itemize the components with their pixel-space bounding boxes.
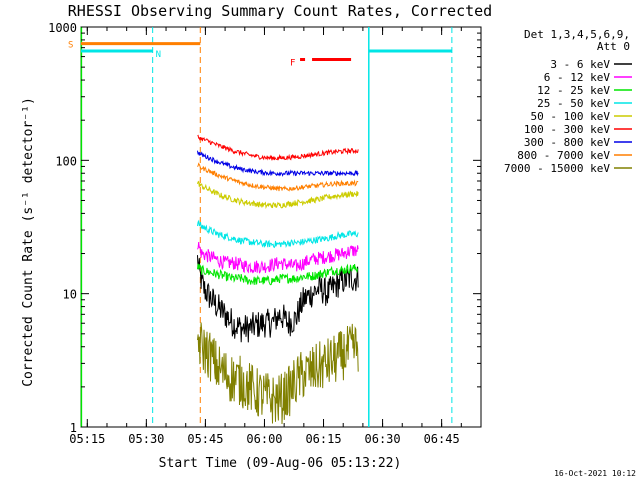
legend-label-4: 50 - 100 keV	[531, 110, 611, 123]
y-tick-label-2: 100	[55, 154, 77, 168]
series-line-6	[197, 150, 359, 177]
x-tick-label-1: 05:30	[128, 432, 164, 446]
series-line-7	[197, 162, 359, 192]
legend-label-8: 7000 - 15000 keV	[504, 162, 610, 175]
legend-label-1: 6 - 12 keV	[544, 71, 611, 84]
state-label-N: N	[156, 50, 161, 60]
legend-label-7: 800 - 7000 keV	[517, 149, 610, 162]
series-line-1	[197, 241, 359, 274]
series-line-8	[197, 322, 359, 425]
state-label-F: F	[290, 59, 295, 69]
legend-label-0: 3 - 6 keV	[550, 58, 610, 71]
x-tick-label-4: 06:15	[305, 432, 341, 446]
x-tick-label-2: 05:45	[187, 432, 223, 446]
legend-label-6: 300 - 800 keV	[524, 136, 610, 149]
chart-title: RHESSI Observing Summary Count Rates, Co…	[68, 2, 492, 20]
series-line-3	[197, 219, 359, 249]
y-tick-label-1: 10	[63, 288, 77, 302]
footer-date: 16-Oct-2021 10:12	[554, 469, 636, 478]
legend-label-5: 100 - 300 keV	[524, 123, 610, 136]
legend-header-0: Det 1,3,4,5,6,9,	[524, 28, 630, 41]
series-line-2	[197, 263, 359, 286]
series-line-0	[197, 255, 359, 343]
series-line-5	[197, 134, 359, 161]
legend-header-1: Att 0	[597, 40, 630, 53]
x-tick-label-5: 06:30	[365, 432, 401, 446]
plot-area-frame	[80, 26, 482, 428]
legend-label-2: 12 - 25 keV	[537, 84, 610, 97]
y-axis-label: Corrected Count Rate (s⁻¹ detector⁻¹)	[21, 97, 36, 387]
x-axis-label: Start Time (09-Aug-06 05:13:22)	[159, 456, 402, 471]
x-tick-label-3: 06:00	[246, 432, 282, 446]
x-tick-label-0: 05:15	[69, 432, 105, 446]
legend-label-3: 25 - 50 keV	[537, 97, 610, 110]
y-tick-label-0: 1	[70, 421, 77, 435]
y-tick-label-3: 1000	[48, 21, 77, 35]
series-line-4	[197, 180, 359, 210]
x-tick-label-6: 06:45	[424, 432, 460, 446]
state-label-S: S	[68, 41, 73, 51]
